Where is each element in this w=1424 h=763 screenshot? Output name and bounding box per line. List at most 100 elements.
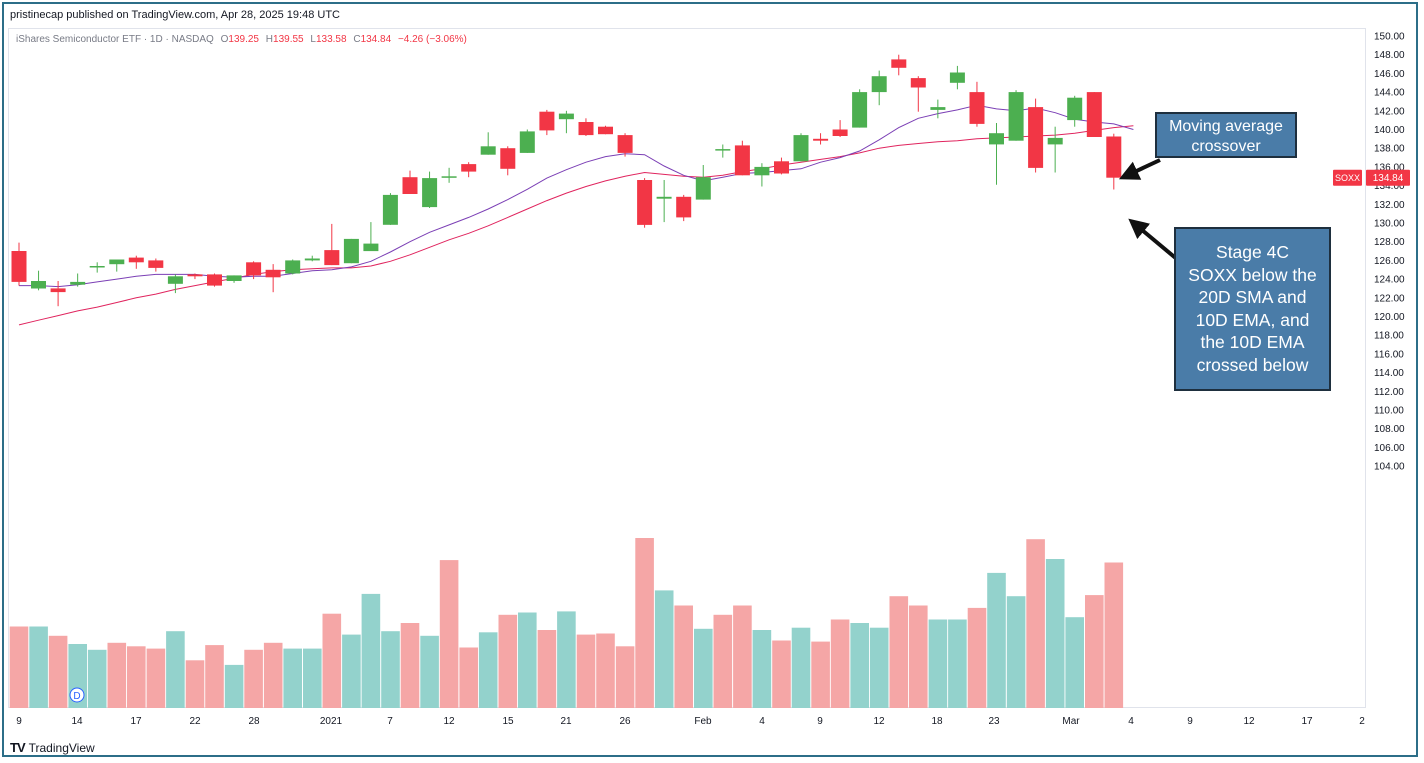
candle-body: [715, 149, 731, 151]
volume-bar: [205, 645, 224, 708]
price-tick-label: 122.00: [1374, 293, 1405, 304]
volume-bar: [928, 619, 948, 708]
volume-bar: [889, 596, 909, 708]
candle-body: [598, 126, 613, 135]
candle-body: [402, 177, 418, 194]
ema10-line: [19, 104, 1134, 288]
volume-bar: [1085, 595, 1104, 708]
price-tick-label: 124.00: [1374, 275, 1405, 286]
legend-close-value: 134.84: [360, 34, 392, 45]
time-tick-label: 17: [130, 716, 142, 727]
candle-body: [1047, 137, 1063, 145]
legend-low-label: L: [310, 34, 316, 45]
volume-bar: [967, 607, 987, 708]
volume-bar: [674, 605, 693, 708]
moving-averages: [18, 104, 1134, 326]
candle-body: [949, 72, 965, 83]
volume-bar: [478, 632, 498, 708]
candle-body: [774, 161, 789, 174]
candle-body: [207, 274, 222, 286]
candle-body: [461, 164, 477, 172]
candle-body: [1086, 92, 1102, 137]
legend-high-label: H: [265, 34, 274, 45]
candles: [11, 54, 1122, 307]
legend-change: −4.26 (−3.06%): [397, 34, 467, 45]
time-tick-label: 4: [1128, 716, 1134, 727]
price-tick-label: 116.00: [1374, 349, 1404, 360]
candle-body: [304, 258, 320, 261]
symbol-legend: iShares Semiconductor ETF · 1D · NASDAQ …: [16, 34, 467, 45]
time-tick-label: 9: [16, 716, 22, 727]
dividend-marker-label: D: [73, 691, 80, 702]
price-tick-label: 140.00: [1374, 125, 1405, 136]
price-tick-label: 136.00: [1374, 162, 1405, 173]
volume-bar: [400, 623, 420, 708]
candle-body: [793, 135, 809, 162]
candle-body: [382, 194, 398, 225]
volume-bar: [1006, 596, 1026, 708]
candle-body: [109, 259, 125, 265]
time-tick-label: 18: [931, 716, 943, 727]
candle-body: [871, 76, 887, 93]
legend-open-value: 139.25: [228, 34, 259, 45]
volume-bar: [361, 593, 381, 708]
volume-bar: [146, 648, 166, 708]
price-tick-label: 114.00: [1374, 368, 1404, 379]
volume-bar: [381, 631, 400, 708]
time-tick-label: 21: [560, 716, 572, 727]
volume-bar: [1065, 617, 1084, 708]
candle-body: [969, 92, 985, 124]
time-tick-label: Mar: [1062, 716, 1080, 727]
tradingview-brand[interactable]: TV TradingView: [10, 740, 95, 755]
legend-name: iShares Semiconductor ETF · 1D · NASDAQ: [16, 34, 214, 45]
candle-body: [852, 92, 868, 128]
annotation-stage: Stage 4C SOXX below the 20D SMA and 10D …: [1174, 227, 1331, 391]
annotation-stage-line3: 20D SMA and: [1198, 287, 1307, 308]
volume-bar: [576, 634, 596, 708]
time-tick-label: 4: [759, 716, 765, 727]
price-tick-label: 110.00: [1374, 406, 1404, 417]
volume-bar: [752, 630, 772, 708]
candle-body: [285, 260, 301, 274]
time-tick-label: 9: [817, 716, 823, 727]
candle-body: [500, 148, 516, 169]
volume-bar: [185, 660, 205, 708]
volume-bar: [1104, 562, 1124, 708]
candle-body: [539, 111, 555, 131]
candle-body: [50, 288, 66, 293]
price-tick-label: 118.00: [1374, 331, 1404, 342]
volume-bar: [537, 630, 557, 708]
volume-bar: [811, 641, 830, 708]
candle-body: [734, 145, 750, 176]
legend-high-value: 139.55: [273, 34, 304, 45]
candle-body: [989, 133, 1004, 145]
candle-body: [930, 107, 946, 110]
volume-bar: [635, 538, 654, 708]
candle-body: [813, 138, 829, 141]
candle-body: [676, 196, 692, 218]
volume-bar: [654, 590, 674, 708]
candle-body: [324, 250, 340, 266]
volume-bars: D: [9, 538, 1124, 708]
legend-open-label: O: [220, 34, 229, 45]
time-tick-label: 2: [1359, 716, 1365, 727]
candle-body: [167, 276, 183, 284]
volume-bar: [694, 628, 713, 708]
time-tick-label: 14: [71, 716, 83, 727]
candle-body: [1008, 92, 1024, 141]
candle-body: [1106, 136, 1122, 178]
price-tick-label: 134.00: [1374, 181, 1405, 192]
symbol-tag: [1333, 169, 1362, 186]
volume-bar: [107, 642, 127, 708]
candle-body: [578, 122, 594, 136]
annotation-arrows: [1118, 158, 1180, 262]
volume-bar: [322, 613, 342, 708]
annotation-crossover: Moving average crossover: [1155, 112, 1297, 158]
annotation-stage-line1: Stage 4C: [1216, 242, 1289, 262]
time-tick-label: 26: [619, 716, 631, 727]
volume-bar: [9, 626, 29, 708]
volume-bar: [557, 611, 576, 708]
volume-bar: [87, 649, 107, 708]
candle-body: [519, 131, 535, 153]
